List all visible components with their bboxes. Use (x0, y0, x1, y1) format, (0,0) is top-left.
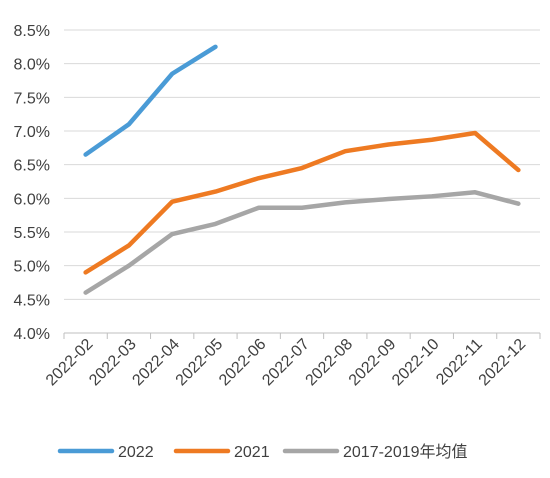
legend-label: 2021 (234, 444, 270, 461)
x-tick-label: 2022-12 (476, 336, 530, 390)
series-line-0 (86, 47, 216, 155)
gridlines (64, 30, 540, 333)
x-tick-label: 2022-06 (216, 336, 270, 390)
x-tick-label: 2022-10 (389, 336, 443, 390)
y-tick-label: 6.0% (14, 191, 50, 208)
x-tick-label: 2022-04 (129, 336, 183, 390)
legend-label: 2022 (118, 444, 154, 461)
x-tick-label: 2022-05 (173, 336, 227, 390)
series-lines (86, 47, 519, 293)
y-tick-label: 8.0% (14, 57, 50, 74)
y-tick-label: 5.0% (14, 259, 50, 276)
legend: 2022 2021 2017-2019年均值 (60, 443, 468, 461)
y-tick-label: 6.5% (14, 158, 50, 175)
x-tick-label: 2022-09 (346, 336, 400, 390)
y-tick-label: 5.5% (14, 225, 50, 242)
y-tick-label: 4.5% (14, 292, 50, 309)
x-tick-label: 2022-07 (259, 336, 313, 390)
x-tick-label: 2022-03 (86, 336, 140, 390)
x-tick-label: 2022-02 (43, 336, 97, 390)
y-tick-label: 8.5% (14, 23, 50, 40)
y-tick-label: 7.5% (14, 90, 50, 107)
y-tick-label: 4.0% (14, 326, 50, 343)
x-tick-label: 2022-08 (303, 336, 357, 390)
legend-label: 2017-2019年均值 (343, 443, 468, 461)
y-tick-label: 7.0% (14, 124, 50, 141)
series-line-2 (86, 192, 519, 292)
